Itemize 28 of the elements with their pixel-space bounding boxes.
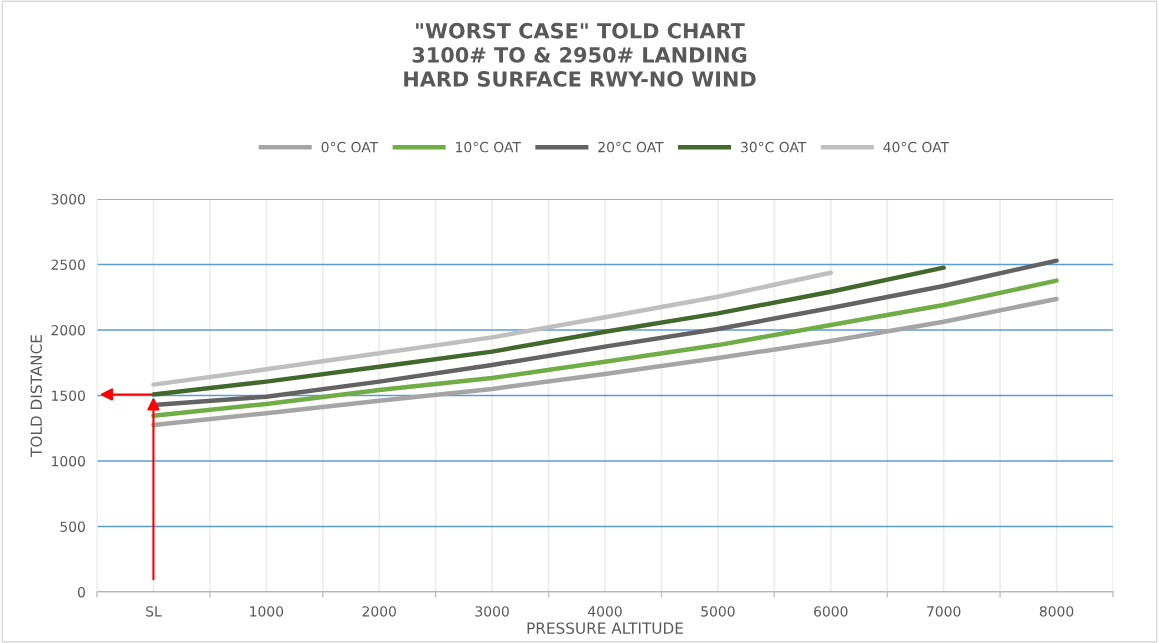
legend-label: 40°C OAT — [883, 141, 950, 153]
y-tick-label: 1000 — [52, 455, 85, 467]
legend-label: 10°C OAT — [456, 141, 521, 153]
line-series — [151, 270, 833, 387]
x-tick-label: 6000 — [814, 606, 848, 617]
line-series — [151, 296, 1059, 428]
y-tick-label: 2500 — [51, 259, 85, 270]
x-tick-label: 4000 — [588, 606, 622, 617]
x-tick-label: SL — [146, 606, 162, 617]
y-axis-title: TOLD DISTANCE — [30, 335, 43, 457]
y-tick-label: 0 — [77, 586, 85, 598]
line-series — [151, 265, 946, 397]
legend-label: 0°C OAT — [321, 141, 379, 153]
x-tick-label: 2000 — [362, 606, 396, 617]
x-axis-title: PRESSURE ALTITUDE — [527, 622, 683, 634]
y-tick-label: 1500 — [52, 390, 85, 401]
x-tick-label: 8000 — [1039, 606, 1074, 617]
x-tick-label: 7000 — [927, 606, 961, 617]
legend-label: 20°C OAT — [598, 141, 664, 153]
line-series — [151, 278, 1059, 418]
chart-title: "WORST CASE" TOLD CHART 3100# TO & 2950# LANDING HARD SURFACE RWY-NO WIND — [404, 22, 756, 87]
x-tick-label: 5000 — [701, 606, 735, 617]
x-tick-label: 1000 — [250, 606, 284, 617]
x-tick-label: 3000 — [475, 606, 509, 617]
y-tick-label: 3000 — [51, 193, 85, 205]
legend-label: 30°C OAT — [741, 141, 807, 153]
y-tick-label: 2000 — [51, 324, 85, 336]
y-tick-label: 500 — [60, 521, 85, 532]
